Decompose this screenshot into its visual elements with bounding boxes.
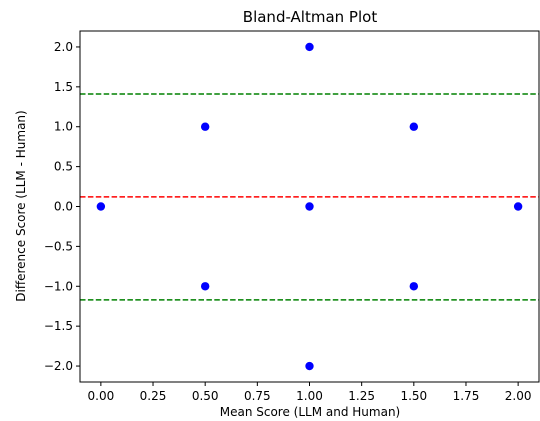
data-point-6 (409, 122, 419, 131)
data-point-7 (409, 282, 419, 291)
chart-title: Bland-Altman Plot (243, 8, 378, 26)
data-point-1 (200, 122, 210, 131)
x-tick-label-4: 1.00 (296, 389, 323, 403)
data-points (96, 42, 523, 371)
data-point-5 (305, 361, 314, 371)
y-tick-label-4: 0.0 (54, 200, 73, 214)
data-point-0 (96, 202, 106, 211)
data-point-2 (200, 282, 210, 291)
plot-frame (79, 30, 540, 383)
x-axis-ticks: 0.00 0.25 0.50 0.75 1.00 1.25 1.50 1.75 2.00 (88, 382, 532, 403)
y-axis-label: Difference Score (LLM - Human) (14, 110, 28, 301)
y-tick-label-7: 1.5 (54, 80, 73, 94)
x-axis-label: Mean Score (LLM and Human) (220, 405, 401, 419)
x-tick-label-6: 1.50 (400, 389, 427, 403)
x-tick-label-0: 0.00 (88, 389, 115, 403)
y-tick-label-2: −1.0 (44, 279, 73, 293)
y-tick-label-1: −1.5 (44, 319, 73, 333)
y-tick-label-0: −2.0 (44, 359, 73, 373)
y-axis-ticks: −2.0 −1.5 −1.0 −0.5 0.0 0.5 1.0 1.5 2.0 (44, 40, 80, 373)
x-tick-label-1: 0.25 (140, 389, 167, 403)
reference-lines (80, 93, 539, 301)
y-tick-label-5: 0.5 (54, 160, 73, 174)
data-point-4 (305, 202, 314, 211)
data-point-8 (513, 202, 523, 211)
x-tick-label-5: 1.25 (348, 389, 375, 403)
data-point-3 (305, 42, 314, 52)
y-tick-label-6: 1.0 (54, 120, 73, 134)
x-tick-label-3: 0.75 (244, 389, 271, 403)
y-tick-label-3: −0.5 (44, 239, 73, 253)
x-tick-label-2: 0.50 (192, 389, 219, 403)
y-tick-label-8: 2.0 (54, 40, 73, 54)
x-tick-label-7: 1.75 (453, 389, 480, 403)
x-tick-label-8: 2.00 (505, 389, 532, 403)
